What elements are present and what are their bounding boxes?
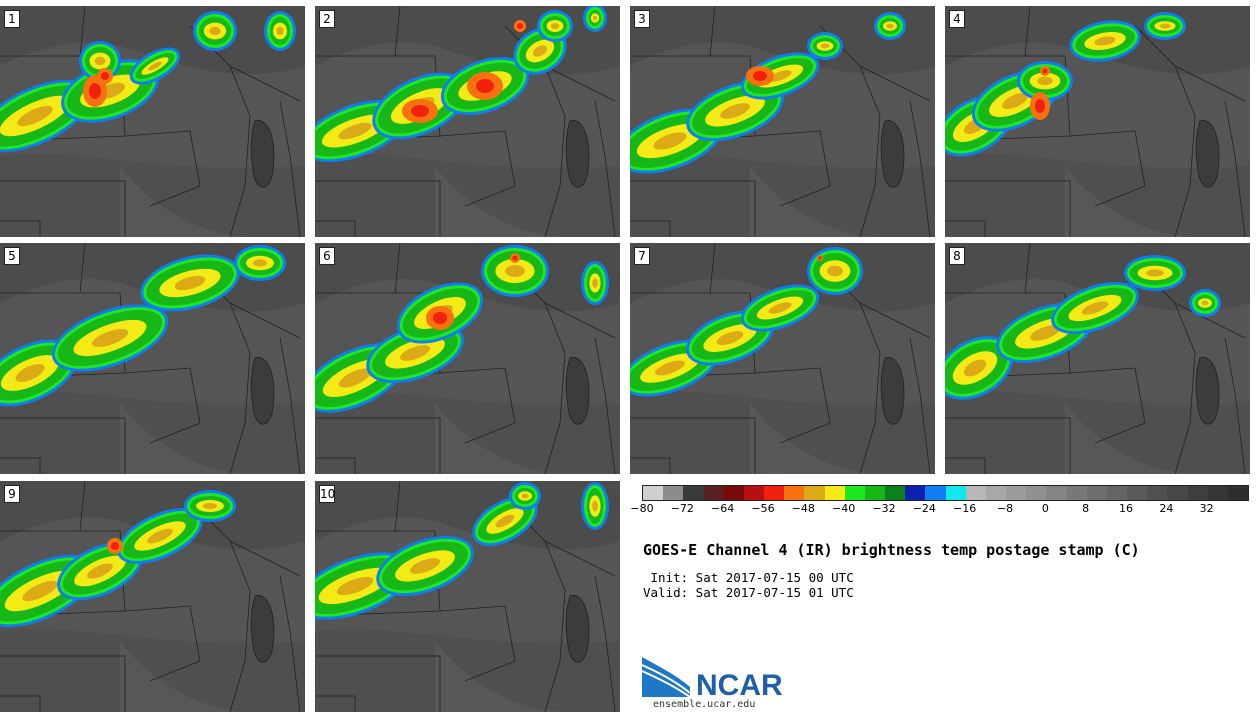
member-number: 7 <box>634 247 650 265</box>
ir-satellite-map <box>315 6 620 237</box>
colorbar-tick-label: −16 <box>953 502 977 515</box>
ir-satellite-map <box>315 481 620 712</box>
ir-satellite-map <box>0 243 305 474</box>
colorbar-tick-label: −80 <box>630 502 654 515</box>
ir-satellite-map <box>0 6 305 237</box>
colorbar-tick-label: −8 <box>996 502 1014 515</box>
colorbar <box>642 485 1249 501</box>
colorbar-swatch <box>1006 486 1027 500</box>
logo-url: ensemble.ucar.edu <box>653 699 756 710</box>
ensemble-member-panel: 4 <box>945 6 1250 237</box>
colorbar-swatch <box>925 486 946 500</box>
colorbar-swatch <box>1086 486 1107 500</box>
colorbar-swatch <box>643 486 664 500</box>
ir-satellite-map <box>0 481 305 712</box>
ir-satellite-map <box>630 243 935 474</box>
member-number: 2 <box>319 10 335 28</box>
colorbar-tick-label: −72 <box>670 502 694 515</box>
colorbar-swatch <box>683 486 704 500</box>
ensemble-member-panel: 9 <box>0 481 305 712</box>
colorbar-swatch <box>743 486 765 500</box>
colorbar-swatch <box>824 486 845 500</box>
member-number: 9 <box>4 485 20 503</box>
colorbar-swatch <box>1147 486 1168 500</box>
colorbar-swatch <box>1127 486 1148 500</box>
colorbar-swatch <box>663 486 684 500</box>
ir-satellite-map <box>945 6 1250 237</box>
colorbar-swatch <box>985 486 1007 500</box>
member-number: 10 <box>319 485 336 503</box>
ir-satellite-map <box>315 243 620 474</box>
colorbar-tick-label: 16 <box>1119 502 1133 515</box>
ensemble-member-panel: 2 <box>315 6 620 237</box>
run-info: Init: Sat 2017-07-15 00 UTC Valid: Sat 2… <box>643 570 854 600</box>
colorbar-swatch <box>905 486 926 500</box>
member-number: 4 <box>949 10 965 28</box>
colorbar-swatch <box>864 486 886 500</box>
colorbar-swatch <box>723 486 744 500</box>
ir-satellite-map <box>945 243 1250 474</box>
figure-title: GOES-E Channel 4 (IR) brightness temp po… <box>643 541 1140 559</box>
colorbar-swatch <box>804 486 825 500</box>
colorbar-swatch <box>1066 486 1087 500</box>
member-number: 5 <box>4 247 20 265</box>
ensemble-member-panel: 5 <box>0 243 305 474</box>
colorbar-swatch <box>1207 486 1228 500</box>
member-number: 8 <box>949 247 965 265</box>
colorbar-tick-label: −64 <box>711 502 735 515</box>
colorbar-swatch <box>784 486 805 500</box>
colorbar-swatch <box>1046 486 1067 500</box>
colorbar-tick-label: −40 <box>832 502 856 515</box>
colorbar-swatch <box>1167 486 1188 500</box>
colorbar-tick-label: −32 <box>872 502 896 515</box>
ensemble-member-panel: 3 <box>630 6 935 237</box>
colorbar-tick-label: −48 <box>791 502 815 515</box>
colorbar-swatch <box>844 486 865 500</box>
colorbar-swatch <box>1227 486 1249 500</box>
colorbar-tick-label: −56 <box>751 502 775 515</box>
colorbar-tick-label: 8 <box>1082 502 1090 515</box>
valid-time: Valid: Sat 2017-07-15 01 UTC <box>643 585 854 600</box>
colorbar-tick-label: 24 <box>1159 502 1174 515</box>
member-number: 6 <box>319 247 335 265</box>
colorbar-swatch <box>1187 486 1208 500</box>
colorbar-swatch <box>965 486 986 500</box>
ensemble-member-panel: 8 <box>945 243 1250 474</box>
colorbar-tick-label: 0 <box>1041 502 1049 515</box>
colorbar-swatch <box>1026 486 1047 500</box>
colorbar-swatch <box>764 486 785 500</box>
ensemble-member-panel: 6 <box>315 243 620 474</box>
ncar-logo: NCAR <box>642 657 783 701</box>
colorbar-ticks: −80 −72 −64 −56 −48 −40 −32 −24 −16 −8 0 8 16 24 32 <box>630 502 1247 516</box>
ensemble-member-panel: 1 <box>0 6 305 237</box>
member-number: 3 <box>634 10 650 28</box>
logo-text: NCAR <box>696 669 783 701</box>
colorbar-tick-label: −24 <box>912 502 936 515</box>
colorbar-swatch <box>1106 486 1128 500</box>
colorbar-tick-label: 32 <box>1199 502 1214 515</box>
colorbar-swatch <box>885 486 906 500</box>
colorbar-swatch <box>945 486 966 500</box>
ensemble-member-panel: 7 <box>630 243 935 474</box>
ir-satellite-map <box>630 6 935 237</box>
colorbar-swatch <box>703 486 724 500</box>
ensemble-member-panel: 10 <box>315 481 620 712</box>
init-time: Init: Sat 2017-07-15 00 UTC <box>643 570 854 585</box>
member-number: 1 <box>4 10 20 28</box>
